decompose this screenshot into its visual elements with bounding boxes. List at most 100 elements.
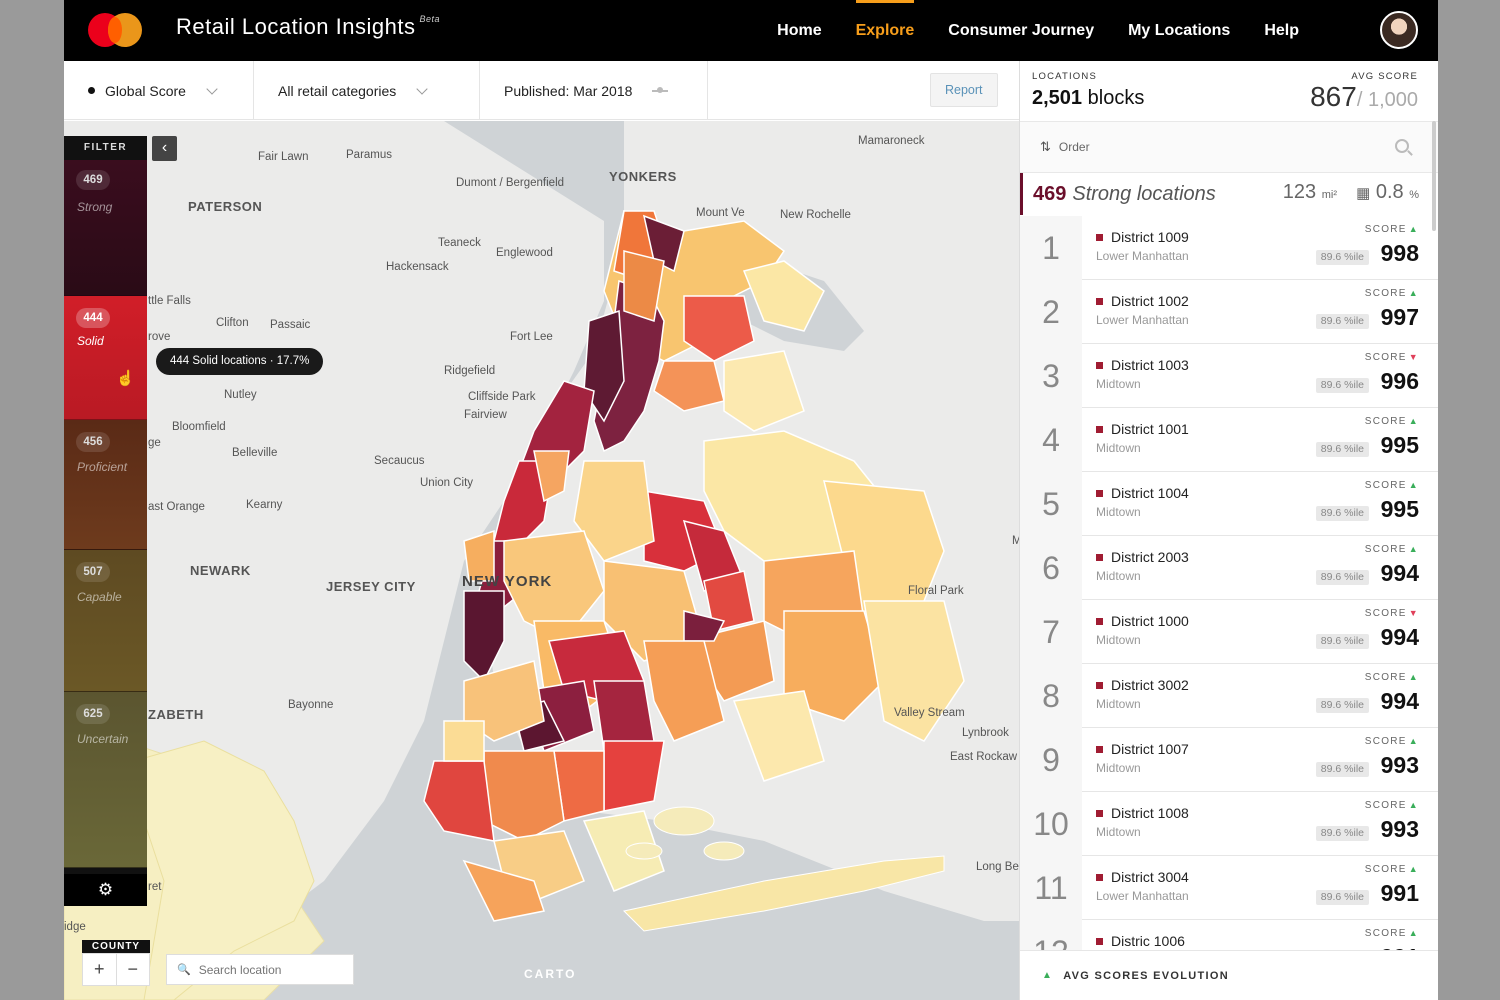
location-search-input[interactable] <box>198 962 349 977</box>
district-region[interactable] <box>643 640 725 742</box>
nav-explore[interactable]: Explore <box>839 0 932 61</box>
district-region[interactable] <box>533 450 570 503</box>
row-rank: 6 <box>1020 536 1082 600</box>
map-label: NEW YORK <box>462 573 553 590</box>
district-region[interactable] <box>683 610 726 642</box>
location-row[interactable]: 10 District 1008 Midtown SCORE ▲ 89.6 %ile 993 <box>1020 792 1438 856</box>
row-district-name: Distric 1006 <box>1096 933 1185 949</box>
map-label: Bayonne <box>288 699 334 711</box>
legend-tier-capable[interactable]: 507 Capable <box>64 550 147 692</box>
avg-scores-evolution-toggle[interactable]: ▲ AVG SCORES EVOLUTION <box>1020 950 1438 1000</box>
row-rank: 8 <box>1020 664 1082 728</box>
choropleth-map[interactable] <box>64 121 1019 1000</box>
nav-help[interactable]: Help <box>1264 22 1299 39</box>
row-percentile-badge: 89.6 %ile <box>1315 314 1369 329</box>
map-label: East Rockaw <box>950 751 1018 763</box>
tier-name: Capable <box>77 590 122 604</box>
location-row[interactable]: 2 District 1002 Lower Manhattan SCORE ▲ 89.6 … <box>1020 280 1438 344</box>
staten-island-region <box>133 740 315 1000</box>
district-region[interactable] <box>483 750 565 842</box>
score-dropdown[interactable]: Global Score <box>64 61 254 120</box>
district-region[interactable] <box>783 610 885 722</box>
nav-my-locations[interactable]: My Locations <box>1128 22 1231 39</box>
nav-consumer-journey[interactable]: Consumer Journey <box>948 22 1095 39</box>
location-row[interactable]: 5 District 1004 Midtown SCORE ▲ 89.6 %ile 995 <box>1020 472 1438 536</box>
published-date-selector[interactable]: Published: Mar 2018 <box>480 61 708 120</box>
zoom-out-button[interactable]: − <box>127 959 138 979</box>
row-score: 994 <box>1380 560 1419 586</box>
row-percentile-badge: 89.6 %ile <box>1315 698 1369 713</box>
hand-cursor-icon: ☝ <box>116 370 135 387</box>
location-row[interactable]: 7 District 1000 Midtown SCORE ▼ 89.6 %ile 994 <box>1020 600 1438 664</box>
row-percentile-badge: 89.6 %ile <box>1315 442 1369 457</box>
tier-count: 456 <box>76 432 110 452</box>
location-row[interactable]: 11 District 3004 Lower Manhattan SCORE ▲ 89.6… <box>1020 856 1438 920</box>
location-row[interactable]: 4 District 1001 Midtown SCORE ▲ 89.6 %ile 995 <box>1020 408 1438 472</box>
legend-tier-strong[interactable]: 469 Strong <box>64 160 147 296</box>
district-region[interactable] <box>463 590 505 683</box>
row-score: 994 <box>1380 624 1419 650</box>
district-region[interactable] <box>863 600 965 742</box>
map-label: Clifton <box>216 317 249 329</box>
map-search-box[interactable]: 🔍 <box>166 954 354 985</box>
map-label: Fairview <box>464 409 507 421</box>
legend-tooltip: 444 Solid locations · 17.7% <box>156 348 324 375</box>
order-bar: ⇅ Order <box>1020 121 1438 173</box>
district-region[interactable] <box>582 810 665 892</box>
legend-tier-proficient[interactable]: 456 Proficient <box>64 420 147 550</box>
carto-attribution[interactable]: CARTO <box>524 967 577 981</box>
location-row[interactable]: 6 District 2003 Midtown SCORE ▲ 89.6 %ile 994 <box>1020 536 1438 600</box>
location-row[interactable]: 8 District 3002 Midtown SCORE ▲ 89.6 %ile 994 <box>1020 664 1438 728</box>
locations-label: LOCATIONS <box>1032 71 1097 82</box>
zoom-in-button[interactable]: + <box>83 954 117 985</box>
mastercard-logo[interactable] <box>88 13 144 47</box>
nav-home[interactable]: Home <box>777 22 822 39</box>
district-region[interactable] <box>723 350 805 432</box>
district-region[interactable] <box>603 740 665 812</box>
filter-bar: Global Score All retail categories Publi… <box>64 61 1019 120</box>
row-percentile-badge: 89.6 %ile <box>1315 506 1369 521</box>
location-row[interactable]: 1 District 1009 Lower Manhattan SCORE ▲ 89.6 … <box>1020 216 1438 280</box>
legend-tier-solid[interactable]: 444 Solid <box>64 296 147 420</box>
row-rank: 9 <box>1020 728 1082 792</box>
sort-icon[interactable]: ⇅ <box>1040 139 1051 154</box>
location-row[interactable]: 3 District 1003 Midtown SCORE ▼ 89.6 %ile 996 <box>1020 344 1438 408</box>
map-label: ret <box>148 881 162 893</box>
user-avatar[interactable] <box>1380 11 1418 49</box>
district-region[interactable] <box>683 295 755 362</box>
map-label: Floral Park <box>908 585 964 597</box>
row-score-label: SCORE ▲ <box>1364 416 1419 427</box>
order-label[interactable]: Order <box>1058 140 1090 154</box>
county-toggle[interactable]: COUNTY <box>82 940 150 953</box>
district-region[interactable] <box>653 360 725 412</box>
district-region[interactable] <box>742 260 825 332</box>
district-region[interactable] <box>623 250 665 322</box>
map-label: PATERSON <box>188 199 263 214</box>
zoom-control: + − <box>82 953 150 986</box>
district-region[interactable] <box>703 570 755 632</box>
row-area: Midtown <box>1096 441 1141 455</box>
district-region[interactable] <box>463 529 495 582</box>
category-dropdown[interactable]: All retail categories <box>254 61 480 120</box>
search-icon[interactable] <box>1395 139 1409 153</box>
map-view[interactable]: Paramus Fair Lawn PATERSON Dumont / Berg… <box>64 121 1019 1000</box>
arrow-up-icon: ▲ <box>1408 224 1419 234</box>
district-region[interactable] <box>443 720 485 762</box>
gear-icon[interactable]: ⚙ <box>64 874 147 906</box>
district-region[interactable] <box>732 690 825 782</box>
report-button[interactable]: Report <box>930 73 998 107</box>
legend-tier-uncertain[interactable]: 625 Uncertain <box>64 692 147 868</box>
map-label: Kearny <box>246 499 283 511</box>
district-region[interactable] <box>642 214 685 273</box>
district-region[interactable] <box>462 859 545 922</box>
district-region[interactable] <box>573 460 655 562</box>
row-area: Midtown <box>1096 569 1141 583</box>
list-scrollbar[interactable] <box>1432 121 1436 231</box>
location-row[interactable]: 12 Distric 1006 SCORE▲ 991 <box>1020 920 1438 950</box>
tier-summary-area: 123 mi² <box>1282 181 1337 203</box>
collapse-chevron-icon[interactable]: ‹ <box>152 136 177 161</box>
row-score-label: SCORE ▲ <box>1364 224 1419 235</box>
row-percentile-badge: 89.6 %ile <box>1315 250 1369 265</box>
location-row[interactable]: 9 District 1007 Midtown SCORE ▲ 89.6 %ile 993 <box>1020 728 1438 792</box>
tier-summary-bar[interactable]: 469 Strong locations 123 mi² ▦ 0.8 % <box>1020 173 1438 215</box>
